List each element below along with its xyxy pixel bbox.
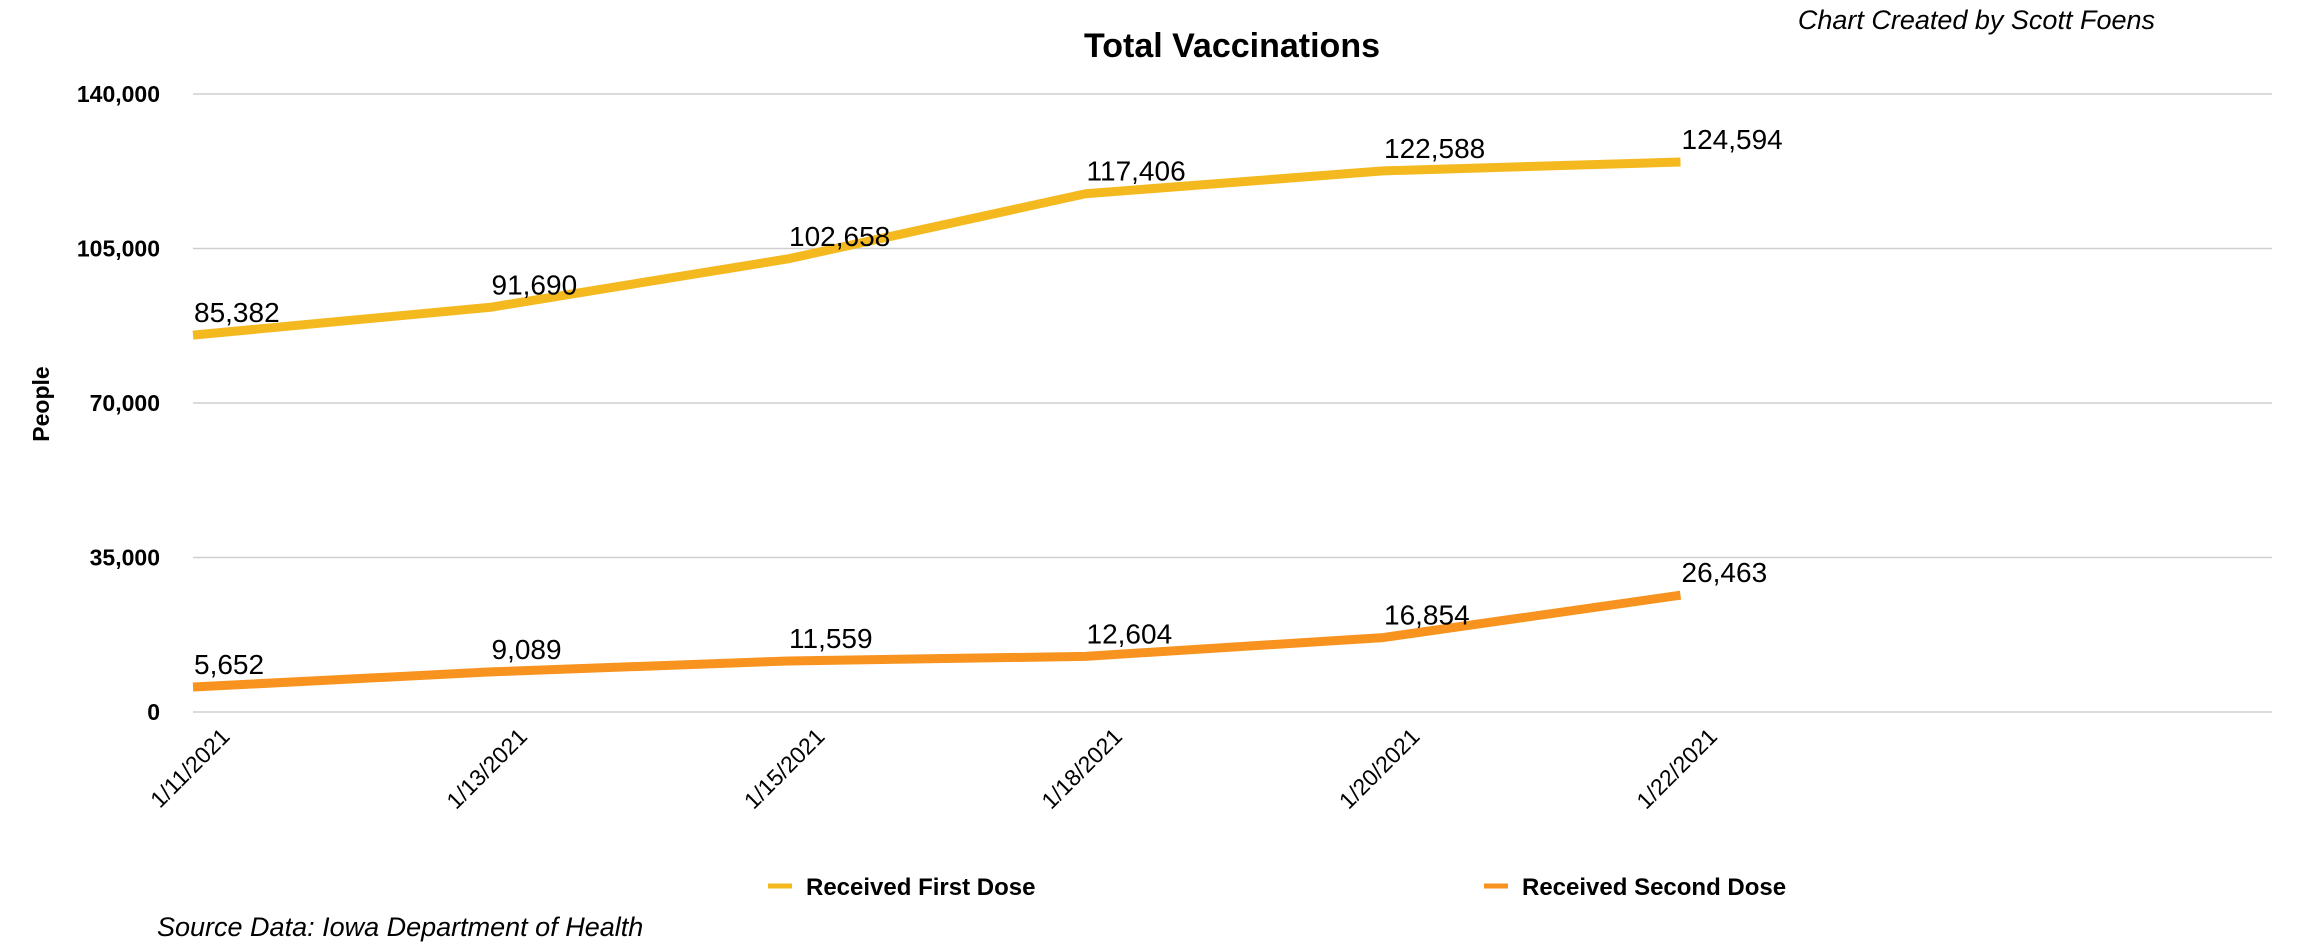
data-label: 12,604 [1087,618,1173,649]
data-label: 26,463 [1682,557,1768,588]
x-tick-label: 1/18/2021 [1036,723,1127,814]
y-tick-label: 0 [147,699,160,725]
legend-item: Received Second Dose [1484,874,1786,901]
chart-title: Total Vaccinations [1084,27,1380,65]
x-tick-label: 1/20/2021 [1334,723,1425,814]
data-label: 122,588 [1384,133,1485,164]
series-line [192,157,1681,340]
x-tick-label: 1/15/2021 [739,723,830,814]
chart-credit: Chart Created by Scott Foens [1798,5,2155,35]
data-label: 11,559 [789,623,873,654]
data-label: 85,382 [194,297,280,328]
y-axis-ticks: 0 35,000 70,000 105,000 140,000 [77,81,160,725]
y-axis-label: People [28,366,54,441]
x-tick-label: 1/11/2021 [145,723,235,813]
data-label: 124,594 [1682,124,1783,155]
series-line [192,590,1682,692]
y-tick-label: 140,000 [77,81,160,107]
legend-label: Received First Dose [806,874,1035,901]
data-label: 91,690 [492,269,578,300]
x-axis-ticks: 1/11/2021 1/13/2021 1/15/2021 1/18/2021 1/20… [145,723,1722,814]
legend-item: Received First Dose [768,874,1035,901]
y-tick-label: 35,000 [90,545,160,571]
data-label: 5,652 [194,649,264,680]
legend-label: Received Second Dose [1522,874,1786,901]
data-label: 16,854 [1384,600,1470,631]
x-tick-label: 1/13/2021 [441,723,532,814]
data-label: 9,089 [492,634,562,665]
data-label: 102,658 [789,221,890,252]
source-note: Source Data: Iowa Department of Health [157,912,643,942]
gridlines [193,93,2272,713]
y-tick-label: 70,000 [90,390,160,416]
data-labels: 85,382 91,690 102,658 117,406 122,588 124,594… [194,124,1783,680]
legend: Received First Dose Received Second Dose [768,874,1786,901]
series-lines [192,157,1682,692]
y-tick-label: 105,000 [77,236,160,262]
data-label: 117,406 [1087,156,1186,187]
x-tick-label: 1/22/2021 [1631,723,1722,814]
